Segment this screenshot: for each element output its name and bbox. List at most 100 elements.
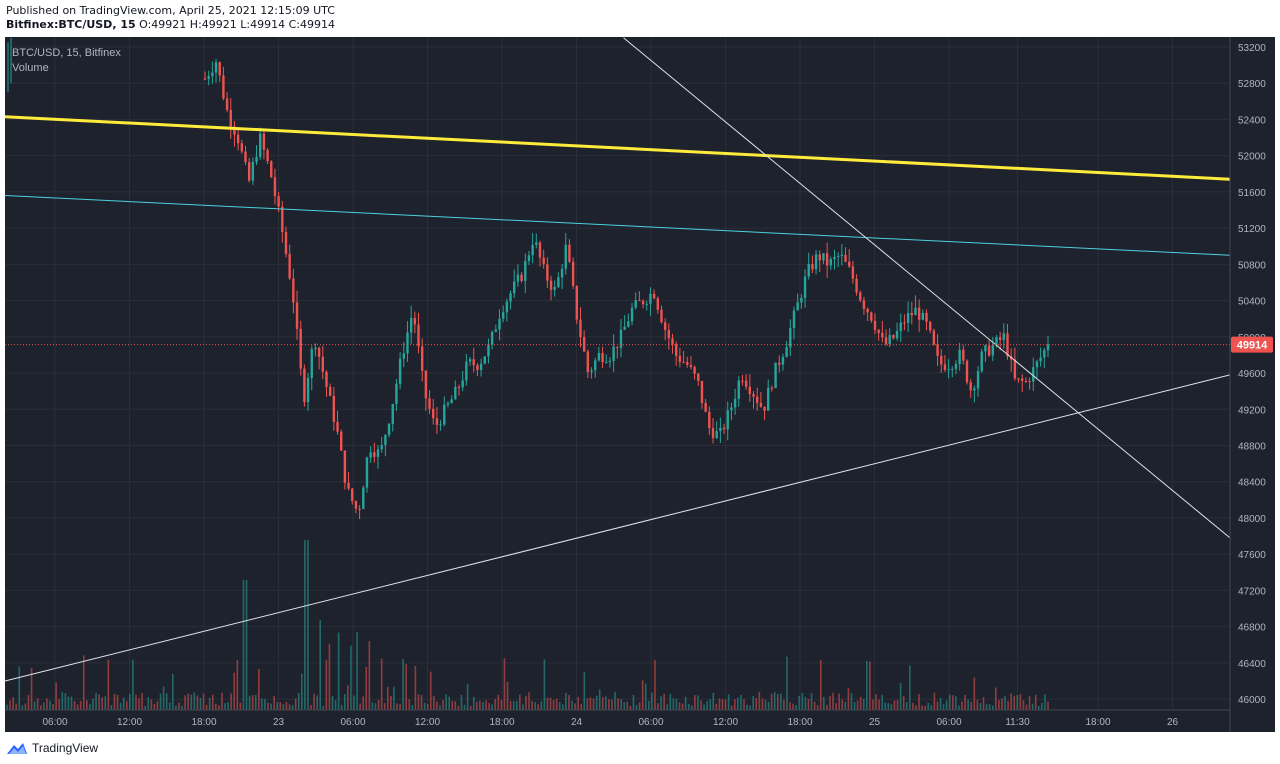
volume-bar	[755, 698, 758, 710]
time-axis[interactable]: 06:00 12:00 18:00 23 06:00 12:00 18:00 24 06:00 1…	[42, 717, 1178, 728]
candle-body	[962, 349, 965, 361]
candle-body	[667, 329, 671, 339]
volume-bar	[525, 696, 527, 710]
candle-body	[432, 408, 435, 419]
volume-bar	[110, 705, 113, 710]
volume-bar	[743, 699, 745, 710]
candle-body	[277, 196, 280, 207]
candle-body	[800, 297, 803, 303]
volume-bar	[334, 700, 337, 710]
volume-bar	[125, 701, 128, 710]
candle-body	[251, 162, 255, 181]
candle-body	[1043, 350, 1046, 358]
candle-body	[384, 435, 387, 446]
candle-body	[262, 133, 266, 150]
volume-bar	[651, 692, 653, 710]
volume-bar	[371, 702, 374, 710]
volume-bar	[915, 705, 917, 710]
volume-bar	[399, 703, 401, 710]
price-tick-label: 46400	[1238, 659, 1266, 670]
volume-bar	[583, 672, 586, 710]
candle-body	[516, 274, 520, 282]
volume-bar	[248, 695, 251, 710]
tradingview-brand: TradingView	[32, 741, 99, 755]
volume-bar	[377, 699, 380, 710]
time-tick-label: 23	[273, 717, 285, 728]
volume-bar	[896, 699, 899, 710]
symbol-label: Bitfinex:BTC/USD, 15	[6, 18, 136, 31]
volume-bar	[254, 694, 257, 710]
candle-body	[763, 406, 766, 411]
volume-bar	[273, 696, 275, 710]
volume-bar	[952, 695, 954, 710]
volume-bar	[92, 698, 94, 710]
candle-body	[395, 383, 398, 405]
candle-body	[222, 75, 225, 99]
volume-bar	[187, 693, 189, 710]
candle-body	[560, 268, 564, 278]
volume-bar	[368, 640, 371, 710]
candle-body	[207, 76, 210, 79]
volume-bar	[626, 701, 629, 710]
time-tick-label: 12:00	[713, 717, 738, 728]
volume-bar	[1025, 704, 1028, 710]
candle-body	[859, 292, 862, 301]
candle-body	[829, 259, 833, 266]
candle-body	[704, 403, 707, 412]
volume-bar	[976, 699, 979, 710]
candle-body	[259, 133, 262, 157]
volume-bar	[300, 673, 303, 710]
volume-bar	[113, 693, 116, 710]
volume-bar	[316, 695, 318, 710]
volume-bar	[261, 698, 263, 710]
volume-bar	[485, 700, 487, 710]
candle-body	[888, 335, 891, 344]
volume-bar	[1007, 700, 1009, 710]
candle-body	[398, 358, 402, 384]
volume-bar	[46, 698, 48, 710]
candle-body	[454, 386, 457, 400]
volume-bar	[466, 684, 469, 710]
candle-body	[343, 450, 347, 483]
trend-line-white[interactable]	[4, 374, 1231, 682]
candle-body	[752, 394, 755, 397]
volume-bar	[684, 696, 687, 710]
volume-bar	[681, 703, 684, 710]
volume-bar	[792, 703, 794, 710]
volume-bar	[850, 693, 853, 710]
candle-body	[995, 337, 998, 346]
candle-body	[1035, 361, 1039, 368]
volume-bar	[727, 694, 730, 710]
candle-body	[903, 322, 906, 324]
volume-bar	[104, 696, 107, 710]
volume-bar	[838, 693, 840, 710]
price-candles	[7, 37, 1050, 520]
volume-bar	[156, 701, 159, 710]
volume-bar	[703, 704, 705, 710]
trend-line-white[interactable]	[623, 37, 1231, 539]
volume-bar	[159, 693, 162, 710]
candle-body	[303, 368, 306, 403]
candle-body	[660, 309, 663, 323]
price-tick-label: 50400	[1238, 297, 1266, 308]
volume-bar	[687, 703, 690, 710]
volume-bar	[33, 701, 36, 710]
volume-bar	[1010, 693, 1012, 710]
candle-body	[487, 344, 490, 357]
volume-bar	[853, 702, 856, 710]
candle-body	[225, 98, 229, 110]
published-info: Published on TradingView.com, April 25, …	[6, 4, 335, 17]
volume-bar	[961, 701, 963, 710]
trend-line-yellow[interactable]	[4, 115, 1231, 181]
volume-bar	[86, 700, 88, 710]
volume-bar	[208, 697, 211, 710]
volume-bar	[767, 701, 770, 710]
candle-body	[336, 421, 339, 432]
volume-bar	[522, 704, 524, 710]
trend-line-cyan[interactable]	[4, 195, 1231, 256]
volume-bar	[291, 705, 294, 710]
tradingview-footer[interactable]: TradingView	[6, 740, 98, 756]
candle-body	[855, 278, 858, 293]
volume-bar	[396, 703, 398, 710]
